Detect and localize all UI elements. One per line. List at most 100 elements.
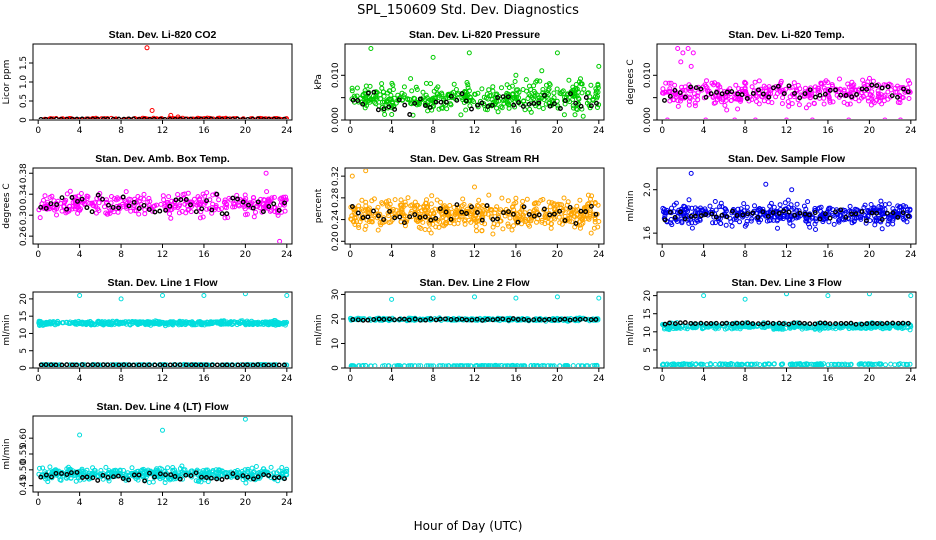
outlier-point: [263, 170, 269, 176]
data-point: [73, 478, 79, 484]
y-axis-label: kPa: [314, 74, 324, 90]
x-tick-label: 0: [35, 126, 41, 136]
hourly-average-point: [85, 116, 90, 119]
data-point: [667, 86, 673, 92]
data-point: [150, 116, 156, 119]
data-point: [405, 96, 410, 102]
hourly-average-point: [469, 317, 475, 323]
data-point: [712, 361, 718, 367]
hourly-average-point: [900, 320, 906, 326]
outlier-point: [554, 50, 560, 56]
data-point: [704, 78, 709, 84]
data-point: [77, 117, 83, 119]
hourly-average-point: [146, 362, 152, 367]
hourly-average-point: [692, 321, 698, 327]
hourly-average-point: [95, 362, 101, 367]
data-point: [57, 477, 63, 483]
hourly-average-point: [859, 86, 865, 92]
data-point: [527, 209, 533, 215]
outlier-point: [763, 181, 769, 187]
hourly-average-point: [905, 89, 911, 95]
hourly-average-point: [198, 116, 204, 119]
data-point: [523, 77, 529, 83]
hourly-average-point: [843, 214, 849, 220]
hourly-average-point: [376, 213, 381, 219]
hourly-average-point: [739, 92, 745, 98]
data-point: [524, 88, 529, 94]
data-point: [531, 83, 537, 89]
data-point: [403, 202, 408, 208]
data-point: [511, 223, 516, 229]
x-tick-label: 20: [552, 126, 564, 136]
data-point: [383, 101, 389, 107]
hourly-average-point: [271, 201, 277, 207]
hourly-average-point: [889, 93, 895, 99]
data-point: [506, 363, 512, 367]
data-point: [753, 93, 759, 99]
hourly-average-point: [282, 200, 288, 206]
x-tick-label: 20: [240, 250, 252, 260]
data-point: [465, 363, 471, 367]
outlier-point: [784, 117, 789, 119]
data-point: [813, 218, 819, 224]
data-point: [787, 94, 793, 100]
data-point: [830, 83, 835, 89]
hourly-average-point: [392, 106, 398, 112]
hourly-average-point: [417, 214, 423, 220]
y-tick-label: 0.38: [19, 163, 29, 183]
data-point: [78, 191, 84, 196]
data-point: [55, 318, 61, 324]
data-point: [740, 89, 745, 95]
data-point: [862, 361, 868, 367]
data-point: [154, 202, 159, 208]
data-point: [385, 363, 391, 367]
data-point: [105, 470, 111, 475]
hourly-average-point: [131, 116, 136, 119]
hourly-average-point: [146, 207, 152, 212]
hourly-average-point: [698, 86, 704, 92]
hourly-average-point: [79, 116, 85, 119]
x-tick-label: 12: [781, 126, 792, 136]
data-point: [368, 96, 374, 102]
outlier-point: [77, 293, 83, 298]
data-point: [886, 201, 892, 207]
hourly-average-point: [744, 96, 750, 101]
data-point: [858, 216, 864, 222]
x-tick-label: 12: [469, 250, 480, 260]
data-point: [69, 206, 75, 212]
hourly-average-point: [365, 317, 371, 323]
figure-title: SPL_150609 Std. Dev. Diagnostics: [357, 3, 579, 18]
data-point: [712, 199, 718, 204]
data-point: [579, 363, 584, 367]
data-point: [742, 86, 748, 92]
hourly-average-point: [381, 106, 387, 112]
data-point: [528, 363, 534, 367]
hourly-average-point: [905, 320, 911, 326]
data-point: [474, 228, 479, 234]
hourly-average-point: [546, 316, 552, 322]
data-point: [271, 470, 277, 476]
data-point: [446, 212, 452, 218]
hourly-average-point: [775, 83, 781, 89]
data-point: [126, 196, 132, 202]
data-point: [778, 361, 784, 367]
data-point: [390, 82, 396, 88]
hourly-average-point: [859, 321, 865, 327]
hourly-average-point: [724, 320, 730, 326]
data-point: [551, 95, 557, 101]
data-point: [809, 215, 815, 221]
data-point: [667, 98, 673, 104]
data-point: [498, 218, 504, 224]
data-point: [741, 201, 747, 207]
data-point: [512, 79, 518, 84]
data-point: [64, 191, 70, 197]
data-point: [216, 197, 222, 203]
x-tick-label: 4: [701, 126, 707, 136]
data-point: [588, 82, 594, 88]
data-point: [787, 220, 793, 226]
data-point: [509, 83, 515, 89]
data-point: [724, 325, 730, 331]
hourly-average-point: [454, 97, 460, 103]
data-point: [362, 88, 368, 94]
x-tick-label: 12: [157, 126, 168, 136]
